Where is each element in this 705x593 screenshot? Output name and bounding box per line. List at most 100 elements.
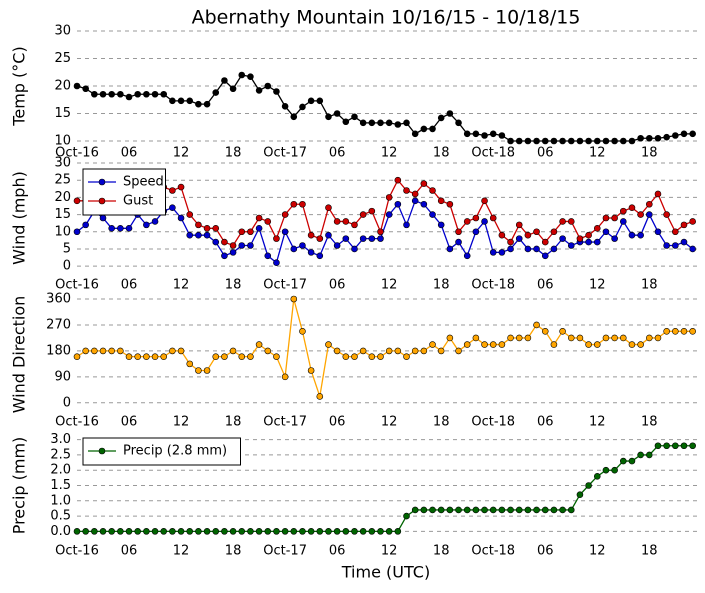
y-axis-label: Temp (°C) xyxy=(10,46,29,126)
x-tick-label: Oct-17 xyxy=(263,146,307,161)
data-point xyxy=(221,77,228,84)
y-tick-label: 360 xyxy=(46,292,71,307)
data-point xyxy=(143,221,150,229)
data-point xyxy=(307,231,315,239)
data-point xyxy=(195,100,202,108)
data-point xyxy=(559,218,566,225)
data-point xyxy=(559,137,566,145)
data-point xyxy=(541,252,549,260)
data-point xyxy=(619,334,627,342)
data-point xyxy=(299,242,306,249)
data-point xyxy=(247,73,254,80)
y-tick-label: 30 xyxy=(54,156,71,171)
data-point xyxy=(73,528,81,535)
y-axis-label: Wind Direction xyxy=(10,296,29,414)
data-point xyxy=(151,353,159,360)
data-point xyxy=(489,130,497,138)
data-point xyxy=(117,528,124,535)
data-point xyxy=(394,200,402,208)
data-point xyxy=(429,211,436,218)
data-point xyxy=(646,200,653,208)
data-point xyxy=(680,238,688,246)
data-point xyxy=(325,113,332,121)
data-point xyxy=(646,451,653,459)
data-point xyxy=(108,528,115,535)
data-point xyxy=(186,528,194,535)
data-point xyxy=(82,528,89,535)
data-point xyxy=(524,137,532,145)
x-tick-label: 12 xyxy=(589,544,606,559)
data-point xyxy=(125,353,133,360)
x-tick-label: Oct-18 xyxy=(471,415,515,430)
data-point xyxy=(611,137,618,145)
data-point xyxy=(212,353,220,360)
data-point xyxy=(394,121,402,128)
data-point xyxy=(550,506,558,514)
y-tick-label: 2.5 xyxy=(50,447,71,462)
data-point xyxy=(585,482,592,489)
data-point xyxy=(333,218,341,225)
x-tick-label: 12 xyxy=(173,544,190,559)
data-point xyxy=(489,506,497,514)
data-point xyxy=(195,528,202,535)
x-tick-label: 18 xyxy=(433,544,450,559)
data-point xyxy=(602,466,610,474)
legend-label: Gust xyxy=(123,194,153,209)
x-tick-label: 06 xyxy=(121,278,138,293)
data-point xyxy=(411,506,419,514)
data-point xyxy=(359,211,367,218)
x-tick-label: 12 xyxy=(381,278,398,293)
data-point xyxy=(533,137,540,145)
x-tick-label: 18 xyxy=(225,415,242,430)
data-point xyxy=(593,137,601,145)
data-point xyxy=(351,113,358,121)
data-point xyxy=(559,327,566,335)
data-point xyxy=(446,334,454,342)
data-point xyxy=(117,225,124,232)
data-point xyxy=(515,235,523,242)
data-point xyxy=(576,491,584,498)
data-point xyxy=(73,82,81,90)
data-point xyxy=(689,218,696,225)
data-point xyxy=(498,249,506,256)
x-tick-label: Oct-16 xyxy=(55,544,99,559)
data-point xyxy=(247,228,254,236)
data-point xyxy=(255,87,263,94)
data-point xyxy=(203,528,211,535)
data-point xyxy=(619,218,627,225)
data-point xyxy=(108,225,115,232)
data-point xyxy=(229,347,237,355)
data-point xyxy=(385,194,393,201)
data-point xyxy=(264,218,272,225)
data-point xyxy=(342,235,350,242)
data-point xyxy=(420,180,428,187)
legend-label: Precip (2.8 mm) xyxy=(123,444,227,459)
data-point xyxy=(255,528,263,535)
y-tick-label: 90 xyxy=(54,369,71,384)
data-point xyxy=(637,451,644,459)
data-point xyxy=(576,334,584,342)
data-point xyxy=(602,334,610,342)
data-point xyxy=(177,183,185,191)
x-tick-label: Oct-16 xyxy=(55,415,99,430)
data-point xyxy=(463,506,471,514)
data-point xyxy=(472,228,480,236)
x-tick-label: Oct-17 xyxy=(263,544,307,559)
x-tick-label: 12 xyxy=(173,146,190,161)
data-point xyxy=(680,327,688,335)
y-tick-label: 10 xyxy=(54,224,71,239)
data-point xyxy=(177,347,185,355)
data-point xyxy=(628,137,636,145)
data-point xyxy=(619,207,627,215)
data-point xyxy=(585,137,592,145)
y-tick-label: 0 xyxy=(63,259,71,274)
data-point xyxy=(351,528,358,535)
x-tick-label: 18 xyxy=(225,544,242,559)
data-point xyxy=(593,341,601,348)
data-point xyxy=(221,528,228,535)
data-point xyxy=(160,353,168,360)
data-point xyxy=(212,528,220,535)
data-point xyxy=(463,341,471,348)
data-point xyxy=(481,341,488,348)
data-point xyxy=(333,347,341,355)
